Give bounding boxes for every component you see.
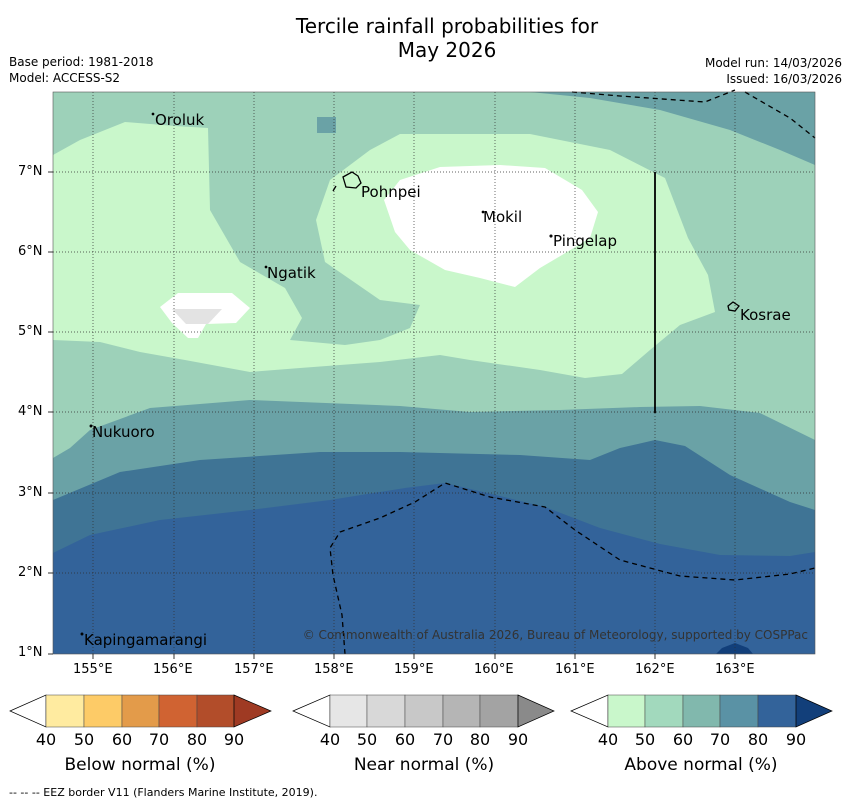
- colorbar-below-90: [196, 694, 235, 728]
- lon-tick-label: 157°E: [234, 662, 274, 677]
- region-near-normal-50: [172, 309, 222, 324]
- place-label-pohnpei: Pohnpei: [361, 183, 421, 201]
- colorbar-above-80: [719, 694, 759, 728]
- colorbar-below-70: [121, 694, 160, 728]
- colorbar-above-label: 50: [634, 730, 656, 749]
- colorbar-near-label: 50: [356, 730, 378, 749]
- colorbar-near-label: 90: [507, 730, 529, 749]
- colorbar-below-80: [158, 694, 198, 728]
- colorbar-near-over: [517, 694, 555, 728]
- model-name: Model: ACCESS-S2: [9, 71, 121, 85]
- lon-tick-label: 162°E: [635, 662, 675, 677]
- colorbar-above-90: [757, 694, 797, 728]
- lat-tick-label: 2°N: [18, 565, 43, 580]
- map-title-line1: Tercile rainfall probabilities for: [295, 14, 599, 38]
- lat-tick-label: 4°N: [18, 404, 43, 419]
- colorbar-below-label: 40: [35, 730, 57, 749]
- lat-tick-label: 7°N: [18, 164, 43, 179]
- place-label-kosrae: Kosrae: [740, 306, 791, 324]
- colorbar-above-50: [607, 694, 646, 728]
- colorbar-near-50: [329, 694, 368, 728]
- colorbar-below-label: 90: [223, 730, 245, 749]
- colorbar-near-label: 60: [394, 730, 416, 749]
- colorbar-below-60: [83, 694, 123, 728]
- place-label-mokil: Mokil: [483, 208, 523, 226]
- lon-tick-label: 161°E: [555, 662, 595, 677]
- lat-tick-label: 3°N: [18, 485, 43, 500]
- colorbar-below-label: 60: [111, 730, 133, 749]
- band-above-70-north: [530, 92, 815, 165]
- lat-tick-label: 1°N: [18, 645, 43, 660]
- issued-date: Issued: 16/03/2026: [726, 72, 842, 86]
- colorbar-above-label: 90: [785, 730, 807, 749]
- patch-above-70: [317, 117, 336, 133]
- lon-tick-label: 155°E: [73, 662, 113, 677]
- band-above-90: [53, 483, 815, 654]
- place-label-oroluk: Oroluk: [155, 111, 205, 129]
- colorbar-above-label: 80: [747, 730, 769, 749]
- place-label-nukuoro: Nukuoro: [92, 423, 155, 441]
- axis-ticks: [48, 171, 736, 659]
- eez-legend: -- -- -- EEZ border V11 (Flanders Marine…: [9, 786, 318, 799]
- colorbar-below-title: Below normal (%): [64, 755, 216, 775]
- colorbar-above-label: 70: [709, 730, 731, 749]
- colorbar-near-label: 40: [319, 730, 341, 749]
- band-above-50: [53, 122, 715, 378]
- base-period: Base period: 1981-2018: [9, 55, 154, 69]
- lat-tick-label: 6°N: [18, 244, 43, 259]
- band-above-90-peak: [716, 643, 753, 654]
- colorbar-below-over: [233, 694, 272, 728]
- graticule: [53, 92, 815, 654]
- colorbar-near-label: 80: [469, 730, 491, 749]
- colorbar-below-under: [9, 694, 47, 728]
- colorbar-near: [292, 694, 555, 728]
- colorbar-above-over: [795, 694, 833, 728]
- lon-tick-label: 159°E: [394, 662, 434, 677]
- colorbar-near-title: Near normal (%): [353, 755, 495, 775]
- lon-tick-label: 156°E: [153, 662, 193, 677]
- colorbar-above-60: [644, 694, 684, 728]
- colorbar-above-70: [682, 694, 721, 728]
- model-run-date: Model run: 14/03/2026: [704, 56, 842, 70]
- colorbar-above-label: 60: [672, 730, 694, 749]
- place-label-pingelap: Pingelap: [553, 232, 618, 250]
- map-frame: [52, 91, 816, 655]
- colorbar-above-title: Above normal (%): [624, 755, 778, 775]
- lon-tick-label: 163°E: [715, 662, 755, 677]
- colorbar-near-80: [442, 694, 481, 728]
- place-label-kapingamarangi: Kapingamarangi: [84, 631, 208, 649]
- lon-tick-label: 158°E: [314, 662, 354, 677]
- copyright-notice: © Commonwealth of Australia 2026, Bureau…: [302, 628, 808, 642]
- lon-tick-label: 160°E: [474, 662, 514, 677]
- lat-tick-label: 5°N: [18, 324, 43, 339]
- region-no-signal: [384, 165, 598, 287]
- place-label-ngatik: Ngatik: [267, 264, 316, 282]
- island-outlines: [80, 112, 740, 636]
- colorbar-near-label: 70: [432, 730, 454, 749]
- colorbar-near-90: [479, 694, 519, 728]
- colorbar-above-under: [570, 694, 609, 728]
- colorbar-near-60: [366, 694, 406, 728]
- colorbar-below: [9, 694, 272, 728]
- colorbar-below-50: [45, 694, 85, 728]
- map-title-line2: May 2026: [397, 38, 497, 62]
- colorbar-below-label: 70: [148, 730, 170, 749]
- colorbar-near-70: [404, 694, 444, 728]
- colorbar-below-label: 50: [73, 730, 95, 749]
- colorbar-near-under: [292, 694, 331, 728]
- colorbar-below-label: 80: [186, 730, 208, 749]
- colorbar-above-label: 40: [597, 730, 619, 749]
- eez-border: [329, 89, 816, 655]
- colorbar-above: [570, 694, 833, 728]
